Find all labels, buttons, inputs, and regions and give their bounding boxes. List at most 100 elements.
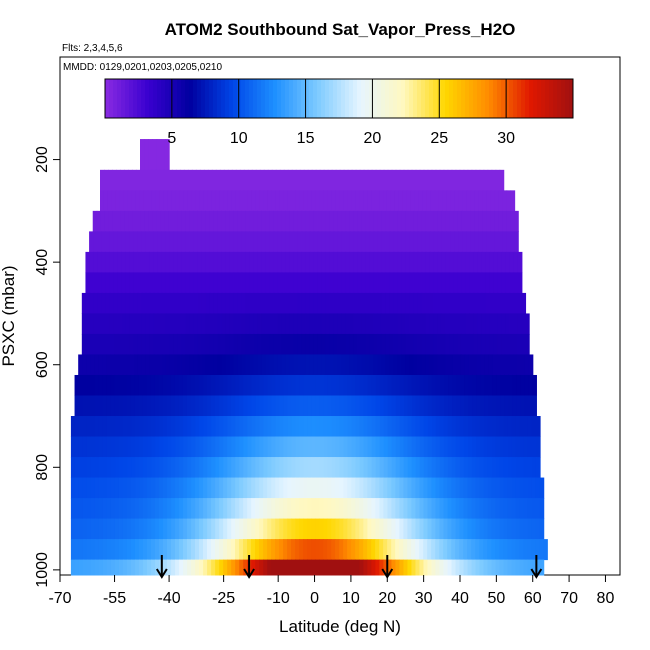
heatmap-cell — [341, 231, 347, 253]
heatmap-cell — [293, 210, 299, 232]
heatmap-cell — [475, 559, 481, 576]
colorbar-cell — [133, 79, 138, 118]
heatmap-cell — [407, 169, 413, 191]
heatmap-cell — [139, 190, 145, 212]
heatmap-cell — [102, 395, 108, 417]
heatmap-cell — [501, 292, 507, 314]
heatmap-cell — [161, 231, 166, 253]
heatmap-cell — [203, 169, 209, 191]
heatmap-cell — [463, 559, 469, 576]
heatmap-cell — [486, 231, 491, 253]
heatmap-cell — [289, 354, 295, 376]
heatmap-cell — [217, 333, 223, 355]
heatmap-cell — [195, 190, 201, 212]
heatmap-cell — [189, 210, 194, 232]
heatmap-cell — [315, 539, 320, 561]
heatmap-cells — [70, 139, 548, 576]
heatmap-cell — [227, 436, 232, 458]
heatmap-cell — [209, 354, 215, 376]
heatmap-cell — [173, 251, 179, 273]
heatmap-cell — [209, 333, 215, 355]
heatmap-cell — [146, 539, 152, 561]
heatmap-cell — [138, 539, 144, 561]
heatmap-cell — [367, 518, 372, 540]
heatmap-cell — [445, 333, 450, 355]
heatmap-cell — [487, 539, 492, 561]
heatmap-cell — [397, 231, 403, 253]
heatmap-cell — [323, 518, 328, 540]
colorbar-cell — [509, 79, 514, 118]
heatmap-cell — [487, 518, 493, 540]
heatmap-cell — [423, 477, 429, 499]
heatmap-cell — [435, 457, 441, 479]
heatmap-cell — [305, 251, 311, 273]
heatmap-cell — [329, 210, 335, 232]
heatmap-cell — [98, 354, 103, 376]
heatmap-cell — [111, 169, 117, 191]
heatmap-cell — [476, 395, 481, 417]
heatmap-cell — [191, 518, 196, 540]
heatmap-cell — [211, 374, 216, 396]
heatmap-cell — [267, 190, 272, 212]
heatmap-cell — [355, 559, 360, 576]
heatmap-cell — [516, 354, 522, 376]
heatmap-cell — [319, 498, 324, 520]
heatmap-cell — [495, 518, 501, 540]
heatmap-cell — [203, 518, 208, 540]
heatmap-cell — [311, 518, 316, 540]
heatmap-cell — [267, 477, 272, 499]
heatmap-cell — [131, 416, 136, 438]
heatmap-cell — [387, 559, 393, 576]
heatmap-cell — [123, 169, 129, 191]
heatmap-cell — [195, 498, 200, 520]
heatmap-cell — [251, 169, 257, 191]
heatmap-cell — [291, 498, 296, 520]
heatmap-cell — [107, 190, 113, 212]
heatmap-cell — [291, 416, 297, 438]
heatmap-cell — [403, 436, 409, 458]
heatmap-cell — [373, 272, 379, 294]
heatmap-cell — [219, 436, 224, 458]
heatmap-cell — [421, 272, 427, 294]
heatmap-cell — [305, 231, 311, 253]
heatmap-cell — [102, 416, 108, 438]
heatmap-cell — [309, 313, 315, 335]
heatmap-cell — [426, 190, 432, 212]
heatmap-cell — [499, 518, 505, 540]
heatmap-cell — [499, 169, 505, 191]
heatmap-cell — [323, 539, 328, 561]
colorbar-cell — [145, 79, 150, 118]
heatmap-cell — [275, 374, 280, 396]
heatmap-cell — [227, 457, 232, 479]
heatmap-cell — [511, 416, 517, 438]
heatmap-cell — [233, 292, 239, 314]
heatmap-cell — [315, 416, 321, 438]
heatmap-cell — [377, 251, 383, 273]
heatmap-cell — [283, 169, 289, 191]
heatmap-cell — [479, 498, 485, 520]
heatmap-cell — [399, 457, 405, 479]
heatmap-cell — [491, 559, 497, 576]
heatmap-cell — [445, 292, 451, 314]
heatmap-cell — [225, 333, 231, 355]
heatmap-cell — [291, 169, 297, 191]
colorbar-cell — [453, 79, 458, 118]
heatmap-cell — [173, 333, 179, 355]
heatmap-cell — [389, 333, 394, 355]
heatmap-cell — [243, 559, 248, 576]
colorbar-cell — [121, 79, 126, 118]
heatmap-cell — [101, 272, 107, 294]
heatmap-cell — [467, 416, 473, 438]
heatmap-cell — [237, 292, 243, 314]
colorbar-cell — [405, 79, 410, 118]
heatmap-cell — [227, 559, 232, 576]
colorbar-cell — [381, 79, 386, 118]
heatmap-cell — [175, 559, 180, 576]
heatmap-cell — [221, 292, 227, 314]
heatmap-cell — [387, 395, 393, 417]
heatmap-cell — [349, 354, 354, 376]
heatmap-cell — [479, 416, 485, 438]
heatmap-cell — [321, 210, 327, 232]
heatmap-cell — [181, 333, 187, 355]
heatmap-cell — [283, 374, 288, 396]
